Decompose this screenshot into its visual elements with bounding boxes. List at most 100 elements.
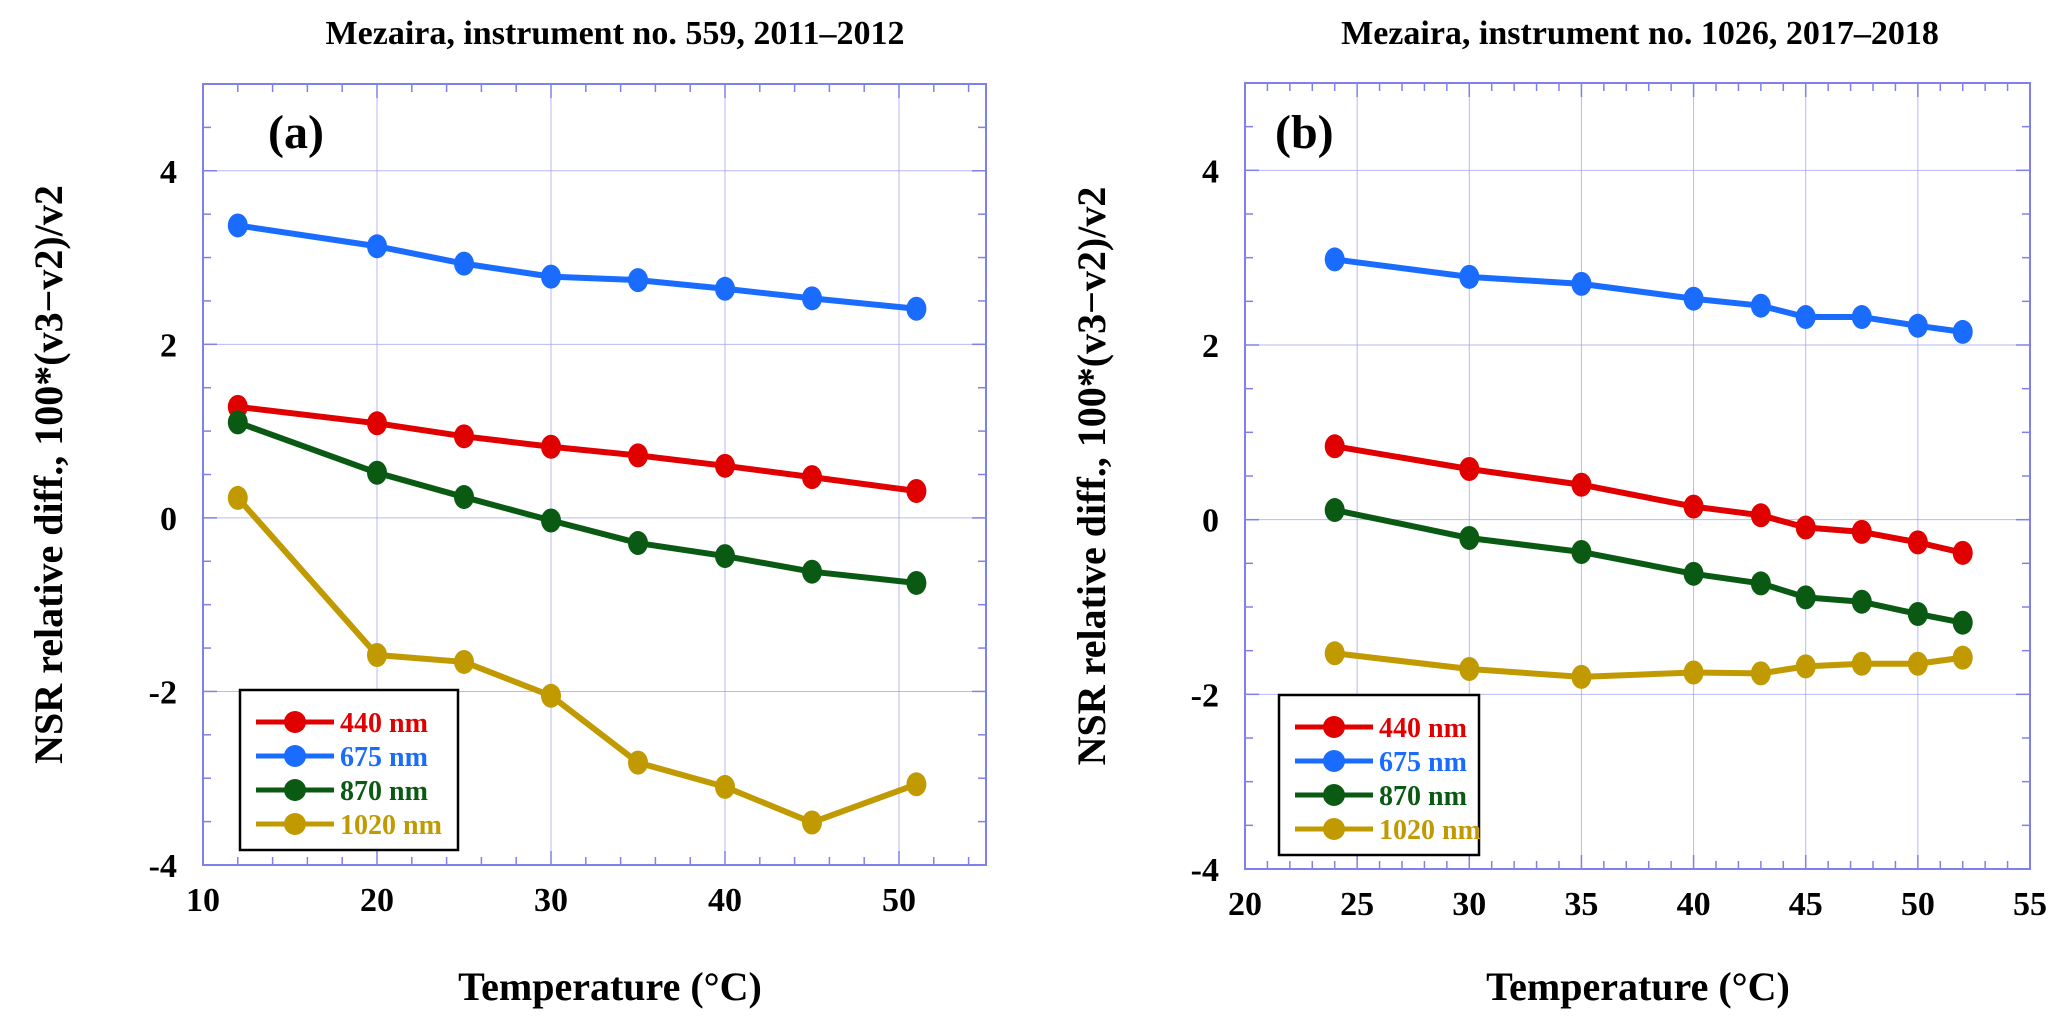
data-point xyxy=(1683,561,1704,586)
x-tick-label: 55 xyxy=(2013,886,2047,923)
data-point xyxy=(1750,661,1771,686)
y-tick-label: 0 xyxy=(160,501,177,538)
x-tick-label: 20 xyxy=(360,882,394,919)
data-point xyxy=(1459,657,1480,682)
y-tick-label: -4 xyxy=(1191,852,1219,889)
x-tick-label: 25 xyxy=(1340,886,1374,923)
y-axis-label: NSR relative diff., 100*(v3−v2)/v2 xyxy=(1069,187,1114,766)
data-point xyxy=(454,251,474,276)
data-point xyxy=(367,460,387,485)
data-point xyxy=(1571,539,1592,564)
data-point xyxy=(906,772,927,797)
data-point xyxy=(906,296,927,321)
data-point xyxy=(1907,601,1928,626)
x-tick-label: 45 xyxy=(1789,886,1823,923)
x-tick-label: 35 xyxy=(1564,886,1598,923)
data-point xyxy=(1795,515,1816,540)
data-point xyxy=(227,410,248,435)
data-point xyxy=(1750,503,1771,528)
data-point xyxy=(541,264,561,289)
panel-label: (a) xyxy=(268,106,324,159)
y-tick-label: 2 xyxy=(1202,328,1219,365)
x-axis-label: Temperature (°C) xyxy=(458,964,762,1009)
data-point xyxy=(802,286,822,311)
data-point xyxy=(1795,585,1816,610)
series-870-nm xyxy=(227,410,927,595)
plot-frame xyxy=(1244,82,2031,870)
legend-label: 675 nm xyxy=(1379,747,1467,778)
x-tick-label: 30 xyxy=(534,882,568,919)
legend-marker xyxy=(1323,818,1345,840)
plot-frame xyxy=(202,83,987,866)
panel-label: (b) xyxy=(1275,106,1334,159)
x-tick-label: 40 xyxy=(1677,886,1711,923)
legend-marker xyxy=(284,711,306,733)
x-tick-label: 50 xyxy=(1901,886,1935,923)
data-point xyxy=(454,485,474,510)
data-point xyxy=(1907,313,1928,338)
legend-label: 440 nm xyxy=(1379,713,1467,744)
data-point xyxy=(1571,472,1592,497)
data-point xyxy=(1851,589,1872,614)
data-point xyxy=(1795,654,1816,679)
data-point xyxy=(628,531,648,556)
legend-label: 1020 nm xyxy=(340,810,442,841)
data-point xyxy=(1683,494,1704,519)
data-point xyxy=(628,443,648,468)
data-point xyxy=(541,508,561,533)
y-tick-label: 2 xyxy=(160,327,177,364)
x-axis-label: Temperature (°C) xyxy=(1486,964,1790,1009)
data-point xyxy=(454,424,474,449)
x-tick-label: 20 xyxy=(1228,886,1262,923)
data-point xyxy=(1459,264,1480,289)
legend-marker xyxy=(284,745,306,767)
data-point xyxy=(906,570,927,595)
data-point xyxy=(1952,610,1973,635)
x-tick-label: 40 xyxy=(708,882,742,919)
data-point xyxy=(1952,319,1973,344)
chart-panel-b: Mezaira, instrument no. 1026, 2017–2018 2… xyxy=(1069,15,2047,1009)
data-point xyxy=(715,774,735,799)
data-point xyxy=(367,642,387,667)
legend-label: 675 nm xyxy=(340,742,428,773)
chart-title: Mezaira, instrument no. 559, 2011–2012 xyxy=(326,15,905,52)
legend-marker xyxy=(1323,716,1345,738)
data-point xyxy=(1324,434,1345,459)
data-point xyxy=(1571,271,1592,296)
chart-title: Mezaira, instrument no. 1026, 2017–2018 xyxy=(1341,15,1939,52)
series-1020-nm xyxy=(227,485,927,835)
y-axis-label: NSR relative diff., 100*(v3−v2)/v2 xyxy=(26,185,71,764)
data-point xyxy=(1324,498,1345,523)
legend-marker xyxy=(284,813,306,835)
y-tick-label: 4 xyxy=(160,154,177,191)
x-tick-label: 50 xyxy=(882,882,916,919)
data-point xyxy=(802,465,822,490)
data-point xyxy=(1851,519,1872,544)
data-point xyxy=(715,453,735,478)
series-line xyxy=(237,403,917,494)
data-point xyxy=(541,434,561,459)
legend-label: 870 nm xyxy=(1379,781,1467,812)
legend-marker xyxy=(1323,784,1345,806)
data-point xyxy=(802,559,822,584)
chart-panel-a: Mezaira, instrument no. 559, 2011–2012 10… xyxy=(26,15,987,1009)
data-point xyxy=(1683,660,1704,685)
legend-label: 870 nm xyxy=(340,776,428,807)
series-675-nm xyxy=(1324,247,1973,344)
legend-marker xyxy=(284,779,306,801)
data-point xyxy=(1459,457,1480,482)
data-point xyxy=(1571,664,1592,689)
data-point xyxy=(1324,247,1345,272)
y-tick-label: -2 xyxy=(1191,677,1219,714)
legend-label: 1020 nm xyxy=(1379,815,1481,846)
data-point xyxy=(1683,286,1704,311)
data-point xyxy=(1907,651,1928,676)
series-675-nm xyxy=(227,213,927,321)
data-point xyxy=(1795,305,1816,330)
x-tick-label: 30 xyxy=(1452,886,1486,923)
data-point xyxy=(906,478,927,503)
y-tick-label: -2 xyxy=(149,674,177,711)
